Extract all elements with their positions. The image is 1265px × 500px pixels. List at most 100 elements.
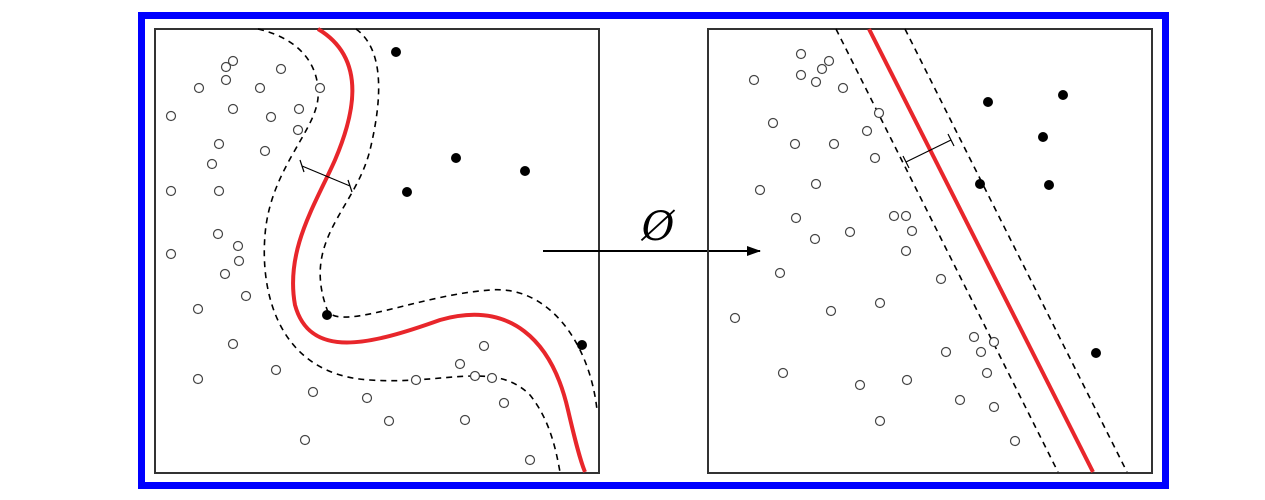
positive-point — [520, 166, 530, 176]
negative-point — [233, 255, 245, 267]
negative-point — [219, 268, 231, 280]
feature-margin-right — [904, 28, 1128, 473]
negative-point — [869, 152, 881, 164]
negative-point — [454, 358, 466, 370]
negative-point — [220, 61, 232, 73]
negative-point — [361, 392, 373, 404]
negative-point — [900, 245, 912, 257]
negative-point — [981, 367, 993, 379]
positive-point — [1091, 348, 1101, 358]
negative-point — [873, 107, 885, 119]
negative-point — [777, 367, 789, 379]
negative-point — [165, 185, 177, 197]
feature-space-panel — [707, 28, 1153, 474]
negative-point — [954, 394, 966, 406]
negative-point — [968, 331, 980, 343]
input-space-panel — [154, 27, 600, 474]
negative-point — [844, 226, 856, 238]
positive-point — [1038, 132, 1048, 142]
negative-point — [901, 374, 913, 386]
positive-point — [322, 310, 332, 320]
negative-point — [307, 386, 319, 398]
positive-point — [451, 153, 461, 163]
negative-point — [837, 82, 849, 94]
input-space-border — [154, 28, 600, 474]
negative-point — [1009, 435, 1021, 447]
negative-point — [213, 185, 225, 197]
negative-point — [825, 305, 837, 317]
negative-point — [810, 76, 822, 88]
negative-point — [789, 138, 801, 150]
negative-point — [232, 240, 244, 252]
input-decision-boundary — [291, 27, 587, 473]
negative-point — [227, 103, 239, 115]
negative-point — [293, 103, 305, 115]
input-margin-indicator — [299, 159, 353, 193]
feature-negative-points — [729, 48, 1021, 447]
positive-point — [975, 179, 985, 189]
negative-point — [874, 297, 886, 309]
negative-point — [165, 110, 177, 122]
input-positive-points — [322, 47, 587, 350]
negative-point — [275, 63, 287, 75]
negative-point — [524, 454, 536, 466]
negative-point — [240, 290, 252, 302]
negative-point — [874, 415, 886, 427]
negative-point — [227, 338, 239, 350]
negative-point — [165, 248, 177, 260]
positive-point — [1044, 180, 1054, 190]
negative-point — [212, 228, 224, 240]
negative-point — [486, 372, 498, 384]
negative-point — [459, 414, 471, 426]
negative-point — [227, 55, 239, 67]
negative-point — [861, 125, 873, 137]
negative-point — [299, 434, 311, 446]
negative-point — [192, 373, 204, 385]
negative-point — [206, 158, 218, 170]
negative-point — [410, 374, 422, 386]
negative-point — [935, 273, 947, 285]
negative-point — [774, 267, 786, 279]
negative-point — [988, 336, 1000, 348]
negative-point — [940, 346, 952, 358]
negative-point — [823, 55, 835, 67]
feature-positive-points — [975, 90, 1101, 358]
negative-point — [754, 184, 766, 196]
mapping-arrow: Ø — [543, 204, 761, 256]
negative-point — [469, 370, 481, 382]
negative-point — [292, 124, 304, 136]
negative-point — [809, 233, 821, 245]
feature-margin-left — [835, 28, 1059, 473]
negative-point — [213, 138, 225, 150]
negative-point — [192, 303, 204, 315]
negative-point — [498, 397, 510, 409]
negative-point — [220, 74, 232, 86]
negative-point — [314, 82, 326, 94]
negative-point — [828, 138, 840, 150]
negative-point — [383, 415, 395, 427]
negative-point — [906, 225, 918, 237]
mapping-symbol: Ø — [641, 204, 676, 250]
negative-point — [748, 74, 760, 86]
positive-point — [983, 97, 993, 107]
feature-space-border — [707, 28, 1153, 474]
negative-point — [790, 212, 802, 224]
negative-point — [988, 401, 1000, 413]
positive-point — [577, 340, 587, 350]
positive-point — [391, 47, 401, 57]
negative-point — [888, 210, 900, 222]
negative-point — [254, 82, 266, 94]
positive-point — [1058, 90, 1068, 100]
negative-point — [816, 63, 828, 75]
outer-frame — [138, 12, 1169, 489]
negative-point — [854, 379, 866, 391]
negative-point — [259, 145, 271, 157]
negative-point — [795, 69, 807, 81]
positive-point — [402, 187, 412, 197]
feature-decision-boundary — [867, 28, 1095, 473]
negative-point — [975, 346, 987, 358]
negative-point — [900, 210, 912, 222]
negative-point — [795, 48, 807, 60]
input-margin-left — [257, 28, 561, 473]
